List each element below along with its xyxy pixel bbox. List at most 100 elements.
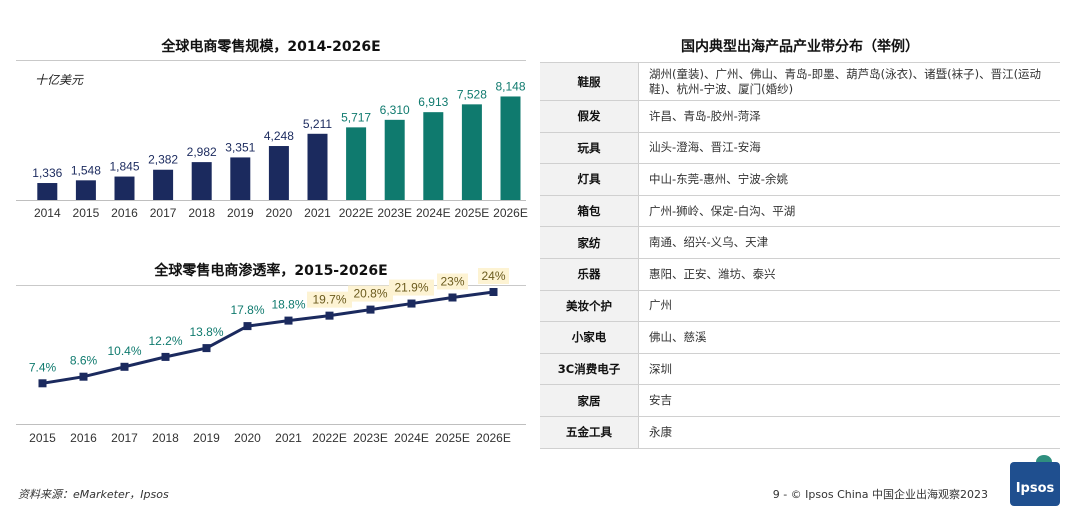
category-cell: 美妆个护: [540, 289, 639, 323]
line-x-tick-label: 2020: [234, 431, 261, 445]
bar-x-tick-label: 2019: [227, 206, 254, 220]
line-point-2015: [38, 379, 47, 388]
bar-2014: [37, 183, 58, 200]
bar-value-label: 1,548: [71, 163, 101, 177]
table-row: 灯具 中山-东莞-惠州、宁波-余姚: [540, 163, 1060, 196]
locations-cell: 汕头-澄海、晋江-安海: [638, 131, 1060, 165]
bar-2017: [153, 169, 174, 200]
line-value-label: 23%: [440, 275, 464, 289]
bar-x-tick-label: 2020: [266, 206, 293, 220]
line-value-label: 10.4%: [107, 344, 141, 358]
penetration-line: [42, 290, 494, 385]
table-row: 美妆个护 广州: [540, 289, 1060, 323]
category-cell: 家纺: [540, 226, 639, 259]
line-point-2020: [243, 322, 252, 331]
line-x-tick-label: 2015: [29, 431, 56, 445]
locations-cell: 佛山、慈溪: [638, 321, 1060, 354]
line-value-highlight: [307, 291, 352, 308]
bar-2016: [114, 176, 135, 200]
line-x-tick-label: 2016: [70, 431, 97, 445]
ipsos-logo: Ipsos: [1010, 462, 1060, 506]
line-value-label: 8.6%: [70, 354, 98, 368]
locations-cell: 安吉: [638, 384, 1060, 417]
line-point-2025E: [448, 293, 457, 302]
bar-x-tick-label: 2026E: [493, 206, 528, 220]
table-row: 五金工具 永康: [540, 415, 1060, 449]
line-point-2024E: [407, 299, 416, 308]
line-x-tick-label: 2025E: [435, 431, 470, 445]
table-row: 乐器 惠阳、正安、潍坊、泰兴: [540, 257, 1060, 291]
locations-cell: 广州: [638, 289, 1060, 323]
page-footer: 9 - © Ipsos China 中国企业出海观察2023: [772, 488, 988, 501]
bar-value-label: 8,148: [495, 79, 525, 93]
line-chart-top-rule: [16, 285, 526, 286]
bar-x-tick-label: 2021: [304, 206, 331, 220]
category-cell: 箱包: [540, 194, 639, 228]
cluster-table-title: 国内典型出海产品产业带分布（举例）: [681, 39, 919, 55]
line-value-label: 17.8%: [230, 303, 264, 317]
table-row: 箱包 广州-狮岭、保定-白沟、平湖: [540, 194, 1060, 228]
line-value-label: 21.9%: [394, 281, 428, 295]
table-row: 玩具 汕头-澄海、晋江-安海: [540, 131, 1060, 165]
line-value-highlight: [437, 273, 468, 290]
cluster-table: 鞋服 湖州(童装)、广州、佛山、青岛-即墨、葫芦岛(泳衣)、诸暨(袜子)、晋江(运…: [540, 62, 1060, 449]
locations-cell: 永康: [638, 415, 1060, 449]
line-x-tick-label: 2021: [275, 431, 302, 445]
table-row: 小家电 佛山、慈溪: [540, 321, 1060, 354]
category-cell: 家居: [540, 384, 639, 417]
bar-2015: [75, 180, 96, 200]
line-point-2023E: [366, 305, 375, 314]
bar-x-tick-label: 2023E: [377, 206, 412, 220]
line-point-2022E: [325, 311, 334, 320]
line-point-2019: [202, 344, 211, 353]
locations-cell: 中山-东莞-惠州、宁波-余姚: [638, 163, 1060, 196]
locations-cell: 许昌、青岛-胶州-菏泽: [638, 100, 1060, 133]
table-row: 3C消费电子 深圳: [540, 352, 1060, 386]
line-value-highlight: [348, 285, 393, 302]
bar-chart-top-rule: [16, 60, 526, 61]
category-cell: 假发: [540, 100, 639, 133]
bar-value-label: 4,248: [264, 129, 294, 143]
line-x-tick-label: 2026E: [476, 431, 511, 445]
bar-2018: [191, 162, 212, 200]
bar-value-label: 1,336: [32, 166, 62, 180]
bar-x-tick-label: 2025E: [455, 206, 490, 220]
category-cell: 3C消费电子: [540, 352, 639, 386]
locations-cell: 惠阳、正安、潍坊、泰兴: [638, 257, 1060, 291]
bar-value-label: 5,211: [303, 117, 332, 131]
line-point-2021: [284, 316, 293, 325]
bar-2021: [307, 133, 328, 200]
bar-value-label: 5,717: [341, 110, 371, 124]
bar-2025E: [461, 104, 482, 200]
category-cell: 五金工具: [540, 415, 639, 449]
line-point-2026E: [489, 288, 498, 296]
bar-x-tick-label: 2016: [111, 206, 138, 220]
bar-2020: [268, 146, 289, 200]
bar-value-label: 6,913: [418, 95, 448, 109]
line-x-tick-label: 2018: [152, 431, 179, 445]
bar-x-tick-label: 2022E: [339, 206, 374, 220]
line-value-label: 13.8%: [189, 325, 223, 339]
line-value-label: 24%: [481, 269, 505, 283]
bar-value-label: 1,845: [109, 160, 139, 174]
bar-x-tick-label: 2018: [188, 206, 215, 220]
line-point-2017: [120, 362, 129, 371]
bar-x-tick-label: 2015: [73, 206, 100, 220]
line-x-tick-label: 2024E: [394, 431, 429, 445]
bar-x-tick-label: 2024E: [416, 206, 451, 220]
line-value-highlight: [478, 268, 509, 284]
category-cell: 小家电: [540, 321, 639, 354]
locations-cell: 广州-狮岭、保定-白沟、平湖: [638, 194, 1060, 228]
line-value-label: 19.7%: [312, 293, 346, 307]
line-x-tick-label: 2022E: [312, 431, 347, 445]
bar-2024E: [423, 112, 444, 200]
locations-cell: 南通、绍兴-义乌、天津: [638, 226, 1060, 259]
bar-2023E: [384, 119, 405, 200]
table-row: 假发 许昌、青岛-胶州-菏泽: [540, 100, 1060, 133]
line-value-label: 20.8%: [353, 287, 387, 301]
bar-chart-title: 全球电商零售规模，2014-2026E: [161, 39, 381, 55]
bar-2026E: [500, 96, 521, 200]
bar-value-label: 2,982: [187, 145, 217, 159]
table-row: 家纺 南通、绍兴-义乌、天津: [540, 226, 1060, 259]
